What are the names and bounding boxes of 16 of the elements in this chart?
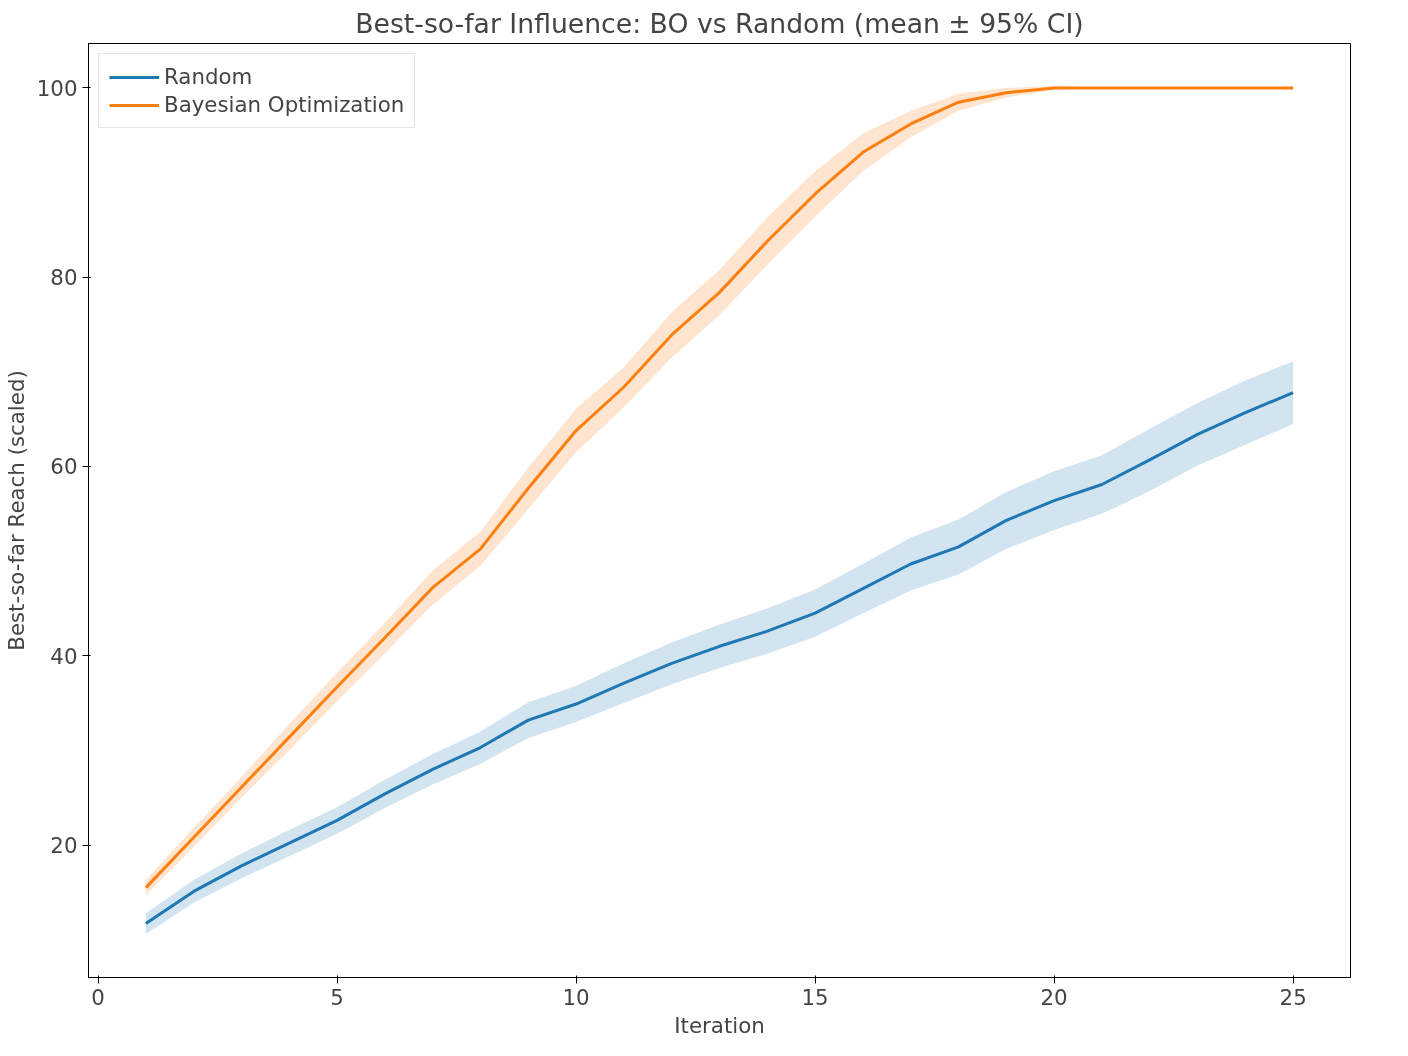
y-tick-label: 20 — [50, 833, 78, 859]
x-tick-label: 15 — [801, 984, 829, 1010]
x-tick-label: 0 — [91, 984, 105, 1010]
x-tick-label: 10 — [562, 984, 590, 1010]
y-axis-title: Best-so-far Reach (scaled) — [3, 370, 29, 651]
chart-title: Best-so-far Influence: BO vs Random (mean ± 95% CI) — [355, 7, 1084, 39]
x-tick-label: 25 — [1279, 984, 1307, 1010]
legend-label: Bayesian Optimization — [164, 92, 405, 117]
x-axis-title: Iteration — [674, 1012, 765, 1038]
y-tick-label: 80 — [50, 265, 78, 291]
x-tick-label: 5 — [330, 984, 344, 1010]
y-tick-label: 40 — [50, 643, 78, 669]
y-tick-label: 100 — [36, 75, 78, 101]
y-tick-label: 60 — [50, 454, 78, 480]
x-tick-label: 20 — [1040, 984, 1068, 1010]
legend-label: Random — [164, 64, 253, 89]
